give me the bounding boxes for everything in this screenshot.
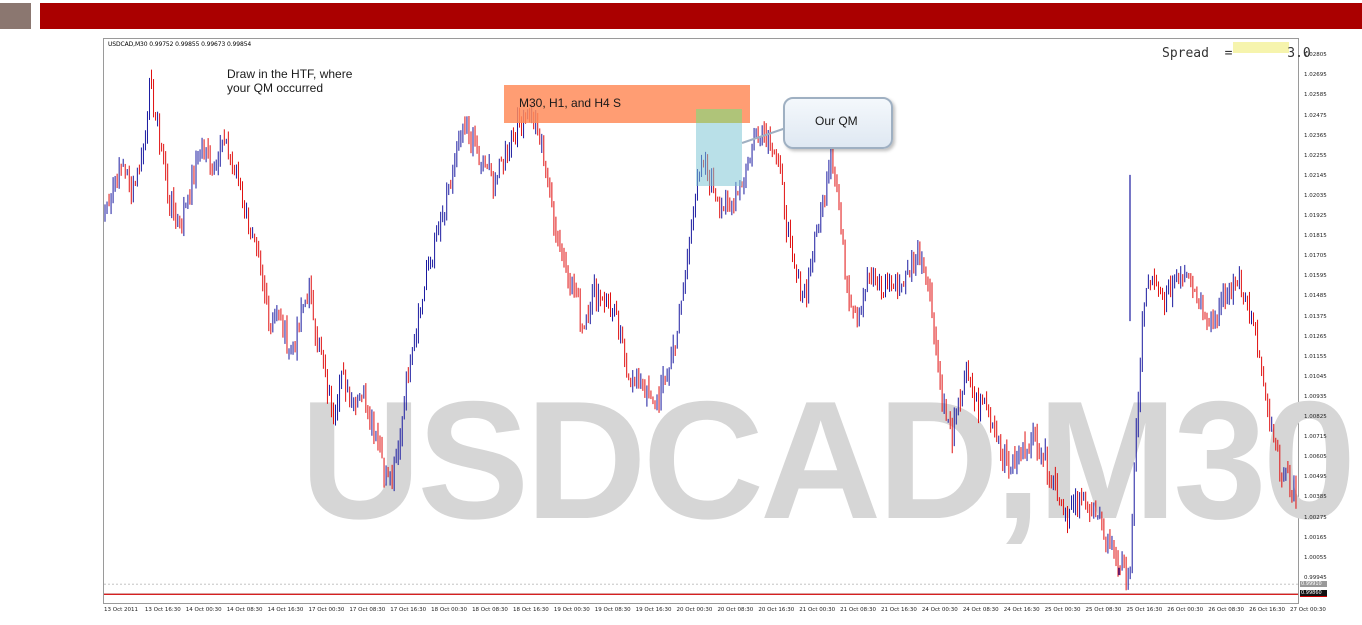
spread-readout: Spread = 3.0 <box>1162 46 1311 61</box>
htf-note: Draw in the HTF, where your QM occurred <box>227 67 352 95</box>
price-tick-label: 1.00385 <box>1304 494 1327 501</box>
price-tick-label: 1.02255 <box>1304 152 1327 159</box>
price-tick-label: 1.01925 <box>1304 213 1327 220</box>
time-tick-label: 17 Oct 08:30 <box>349 607 386 613</box>
spread-badge <box>1233 42 1289 53</box>
price-tick-label: 1.01595 <box>1304 273 1327 280</box>
price-tick-label: 1.02035 <box>1304 192 1327 199</box>
price-tag: 0.99860 <box>1300 590 1327 597</box>
qm-callout-label: Our QM <box>815 114 858 128</box>
price-tick-label: 1.00715 <box>1304 434 1327 441</box>
time-tick-label: 19 Oct 16:30 <box>635 607 672 613</box>
price-tag: 0.99910 <box>1300 581 1327 588</box>
time-tick-label: 18 Oct 08:30 <box>472 607 508 613</box>
qm-zone-top <box>696 109 742 123</box>
spread-value: 3.0 <box>1287 46 1311 61</box>
price-tick-label: 1.01375 <box>1304 313 1327 320</box>
price-tick-label: 1.01705 <box>1304 253 1327 260</box>
htf-note-line-1: Draw in the HTF, where <box>227 67 353 81</box>
price-tick-label: 0.99945 <box>1304 574 1327 581</box>
price-tick-label: 1.01815 <box>1304 233 1327 240</box>
time-tick-label: 18 Oct 00:30 <box>431 607 468 613</box>
title-bar <box>40 3 1362 29</box>
time-tick-label: 26 Oct 16:30 <box>1249 607 1285 613</box>
price-tick-label: 1.01485 <box>1304 293 1327 300</box>
price-tick-label: 1.02695 <box>1304 72 1327 79</box>
price-tick-label: 1.00825 <box>1304 414 1327 421</box>
time-tick-label: 20 Oct 16:30 <box>758 607 795 613</box>
time-tick-label: 25 Oct 08:30 <box>1085 607 1122 613</box>
time-tick-label: 14 Oct 16:30 <box>267 607 304 613</box>
time-tick-label: 14 Oct 00:30 <box>185 607 222 613</box>
time-tick-label: 24 Oct 08:30 <box>962 607 999 613</box>
time-tick-label: 21 Oct 00:30 <box>799 607 836 613</box>
price-tick-label: 1.00935 <box>1304 393 1327 400</box>
time-tick-label: 18 Oct 16:30 <box>512 607 549 613</box>
price-tick-label: 1.02475 <box>1304 112 1327 119</box>
time-tick-label: 20 Oct 00:30 <box>676 607 713 613</box>
time-tick-label: 25 Oct 16:30 <box>1126 607 1163 613</box>
time-tick-label: 17 Oct 00:30 <box>308 607 345 613</box>
time-tick-label: 26 Oct 00:30 <box>1167 607 1204 613</box>
price-tick-label: 1.00605 <box>1304 454 1327 461</box>
qm-callout <box>783 97 893 149</box>
time-tick-label: 19 Oct 08:30 <box>594 607 631 613</box>
time-tick-label: 17 Oct 16:30 <box>390 607 427 613</box>
htf-supply-label: M30, H1, and H4 S <box>519 96 622 110</box>
price-tick-label: 1.02585 <box>1304 92 1327 99</box>
time-tick-label: 14 Oct 08:30 <box>226 607 263 613</box>
htf-note-line-2: your QM occurred <box>227 81 324 95</box>
time-tick-label: 27 Oct 00:30 <box>1290 607 1326 613</box>
price-tick-label: 1.00495 <box>1304 474 1327 481</box>
symbol-quote-line: USDCAD,M30 0.99752 0.99855 0.99673 0.998… <box>108 41 252 48</box>
callout-pointer-line <box>741 127 787 144</box>
price-tick-label: 1.02805 <box>1304 52 1327 59</box>
price-tick-label: 1.01045 <box>1304 373 1327 380</box>
price-tick-label: 1.00165 <box>1304 534 1327 541</box>
time-tick-label: 24 Oct 00:30 <box>921 607 958 613</box>
price-tick-label: 1.00275 <box>1304 514 1327 521</box>
price-tick-label: 1.00055 <box>1304 554 1327 561</box>
top-left-tile <box>0 3 31 29</box>
time-tick-label: 20 Oct 08:30 <box>717 607 754 613</box>
price-tick-label: 1.02365 <box>1304 132 1327 139</box>
price-tick-label: 1.01155 <box>1304 353 1327 360</box>
time-tick-label: 21 Oct 16:30 <box>881 607 917 613</box>
spread-label: Spread = <box>1162 46 1233 61</box>
time-tick-label: 21 Oct 08:30 <box>840 607 876 613</box>
time-tick-label: 13 Oct 16:30 <box>144 607 181 613</box>
price-tick-label: 1.02145 <box>1304 172 1327 179</box>
time-tick-label: 13 Oct 2011 <box>104 607 139 613</box>
time-tick-label: 25 Oct 00:30 <box>1044 607 1081 613</box>
time-tick-label: 24 Oct 16:30 <box>1003 607 1040 613</box>
time-tick-label: 19 Oct 00:30 <box>553 607 590 613</box>
time-tick-label: 26 Oct 08:30 <box>1208 607 1245 613</box>
price-tick-label: 1.01265 <box>1304 333 1327 340</box>
